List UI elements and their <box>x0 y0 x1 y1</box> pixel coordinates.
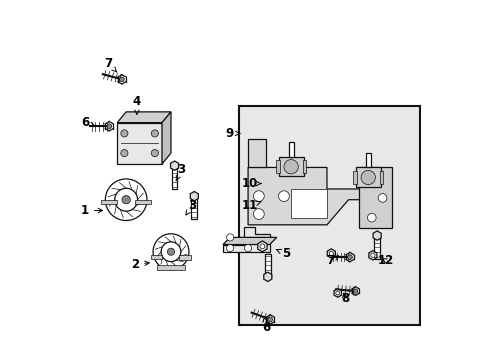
Polygon shape <box>247 139 265 167</box>
Circle shape <box>226 234 233 241</box>
Polygon shape <box>117 112 171 123</box>
Circle shape <box>328 251 333 256</box>
Polygon shape <box>359 167 391 228</box>
Bar <box>355 167 380 187</box>
Circle shape <box>278 191 289 202</box>
Bar <box>276 160 279 173</box>
Circle shape <box>161 242 181 262</box>
Bar <box>191 196 197 220</box>
Circle shape <box>151 149 158 157</box>
Text: 2: 2 <box>131 258 149 271</box>
Polygon shape <box>179 255 190 260</box>
Text: 6: 6 <box>262 317 269 333</box>
Circle shape <box>120 77 124 82</box>
Polygon shape <box>190 192 198 201</box>
Text: 1: 1 <box>81 204 102 217</box>
Circle shape <box>107 124 111 129</box>
Text: 3: 3 <box>185 199 196 215</box>
Circle shape <box>267 317 272 322</box>
Bar <box>290 189 326 218</box>
Polygon shape <box>156 265 185 270</box>
Circle shape <box>253 209 264 220</box>
Circle shape <box>115 188 137 211</box>
Text: 8: 8 <box>340 292 348 305</box>
Circle shape <box>226 244 233 252</box>
Circle shape <box>353 289 357 293</box>
Polygon shape <box>150 255 162 259</box>
Text: 9: 9 <box>225 127 240 140</box>
Circle shape <box>151 130 158 137</box>
Bar <box>302 160 305 173</box>
Circle shape <box>370 253 374 257</box>
Polygon shape <box>257 241 266 252</box>
Circle shape <box>253 191 264 202</box>
Bar <box>288 142 293 157</box>
Polygon shape <box>135 201 151 204</box>
Bar <box>171 166 177 189</box>
Circle shape <box>105 179 147 221</box>
Text: 11: 11 <box>241 199 261 212</box>
Polygon shape <box>326 249 335 258</box>
Polygon shape <box>101 201 117 204</box>
Bar <box>352 171 356 184</box>
Bar <box>239 107 419 325</box>
Circle shape <box>260 244 264 249</box>
Circle shape <box>367 213 375 222</box>
Polygon shape <box>372 231 381 240</box>
Text: 6: 6 <box>81 116 95 129</box>
Text: 7: 7 <box>326 254 338 267</box>
Polygon shape <box>170 161 178 170</box>
Circle shape <box>121 149 128 157</box>
Text: 4: 4 <box>133 95 141 114</box>
Text: 7: 7 <box>104 57 117 72</box>
Polygon shape <box>263 272 271 282</box>
Bar <box>365 153 370 167</box>
Polygon shape <box>117 123 162 164</box>
Circle shape <box>378 194 386 202</box>
Circle shape <box>347 255 351 260</box>
Bar <box>278 157 303 176</box>
Circle shape <box>122 195 130 204</box>
Circle shape <box>335 291 339 295</box>
Circle shape <box>360 170 375 185</box>
Polygon shape <box>333 289 341 297</box>
Bar <box>264 253 270 277</box>
Text: 12: 12 <box>377 254 393 267</box>
Bar <box>373 235 379 259</box>
Text: 5: 5 <box>276 247 289 260</box>
Circle shape <box>244 244 251 252</box>
Circle shape <box>367 174 375 183</box>
Circle shape <box>284 159 298 174</box>
Text: 3: 3 <box>176 163 185 181</box>
Bar <box>379 171 383 184</box>
Circle shape <box>167 248 174 255</box>
Circle shape <box>121 130 128 137</box>
Polygon shape <box>223 226 269 252</box>
Polygon shape <box>247 167 373 225</box>
Circle shape <box>153 234 188 270</box>
Polygon shape <box>162 112 171 164</box>
Polygon shape <box>368 251 376 260</box>
Polygon shape <box>223 237 276 244</box>
Text: 10: 10 <box>241 177 261 190</box>
